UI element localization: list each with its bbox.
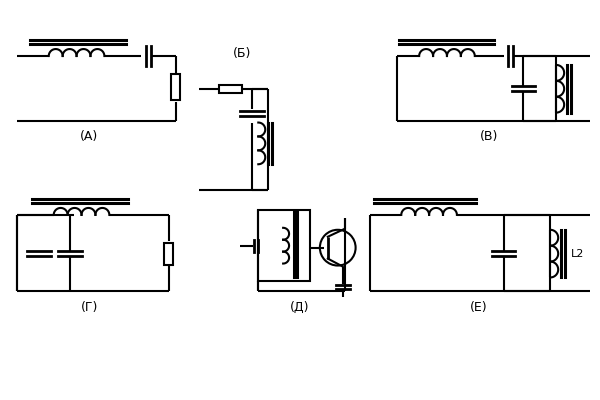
Text: (А): (А) (80, 130, 98, 143)
Bar (218, 85, 242, 93)
Bar (172, 74, 181, 100)
Text: L2: L2 (571, 249, 584, 259)
Bar (164, 243, 173, 264)
Text: (Д): (Д) (290, 301, 310, 314)
Text: (Г): (Г) (81, 301, 98, 314)
Text: (Е): (Е) (470, 301, 488, 314)
Text: (Б): (Б) (233, 46, 251, 60)
Bar (258, 210, 310, 282)
Text: (В): (В) (479, 130, 498, 143)
